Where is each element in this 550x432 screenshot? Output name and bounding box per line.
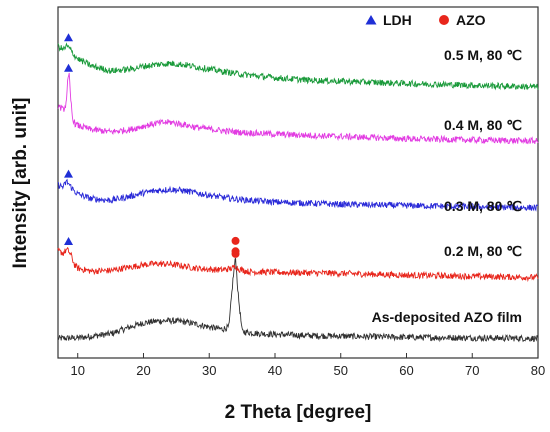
x-tick-label-60: 60	[399, 363, 413, 378]
x-tick-label-40: 40	[268, 363, 282, 378]
x-tick-label-30: 30	[202, 363, 216, 378]
x-tick-label-70: 70	[465, 363, 479, 378]
ldh-marker-1-0	[64, 236, 74, 245]
azo-marker-asdeposited	[231, 247, 240, 256]
x-tick-label-10: 10	[70, 363, 84, 378]
series-label-4: 0.5 M, 80 ℃	[444, 47, 522, 63]
legend-label-azo: AZO	[456, 12, 486, 28]
series-layer	[57, 42, 539, 343]
legend: LDH AZO	[365, 12, 486, 28]
series-label-layer: As-deposited AZO film 0.2 M, 80 ℃ 0.3 M, 8…	[372, 47, 523, 325]
series-label-0: As-deposited AZO film	[372, 309, 522, 325]
series-line-0	[57, 257, 539, 343]
y-axis-title: Intensity [arb. unit]	[10, 98, 31, 269]
series-line-2	[57, 178, 539, 212]
x-tick-label-20: 20	[136, 363, 150, 378]
series-line-4	[57, 42, 539, 91]
ldh-marker-2-0	[64, 169, 74, 178]
legend-azo-marker	[439, 15, 449, 25]
x-axis-title: 2 Theta [degree]	[225, 402, 372, 423]
ldh-marker-4-0	[64, 33, 74, 42]
legend-label-ldh: LDH	[383, 12, 412, 28]
series-label-1: 0.2 M, 80 ℃	[444, 243, 522, 259]
series-label-3: 0.4 M, 80 ℃	[444, 117, 522, 133]
x-tick-label-80: 80	[531, 363, 545, 378]
series-line-3	[57, 72, 539, 145]
series-line-1	[57, 246, 539, 283]
azo-marker-1-2	[231, 236, 240, 245]
x-tick-label-50: 50	[334, 363, 348, 378]
marker-layer	[64, 33, 240, 258]
x-axis-ticks: 10 20 30 40 50 60 70 80	[70, 353, 545, 378]
ldh-marker-3-0	[64, 63, 74, 72]
series-label-2: 0.3 M, 80 ℃	[444, 198, 522, 214]
legend-ldh-marker	[365, 15, 377, 25]
